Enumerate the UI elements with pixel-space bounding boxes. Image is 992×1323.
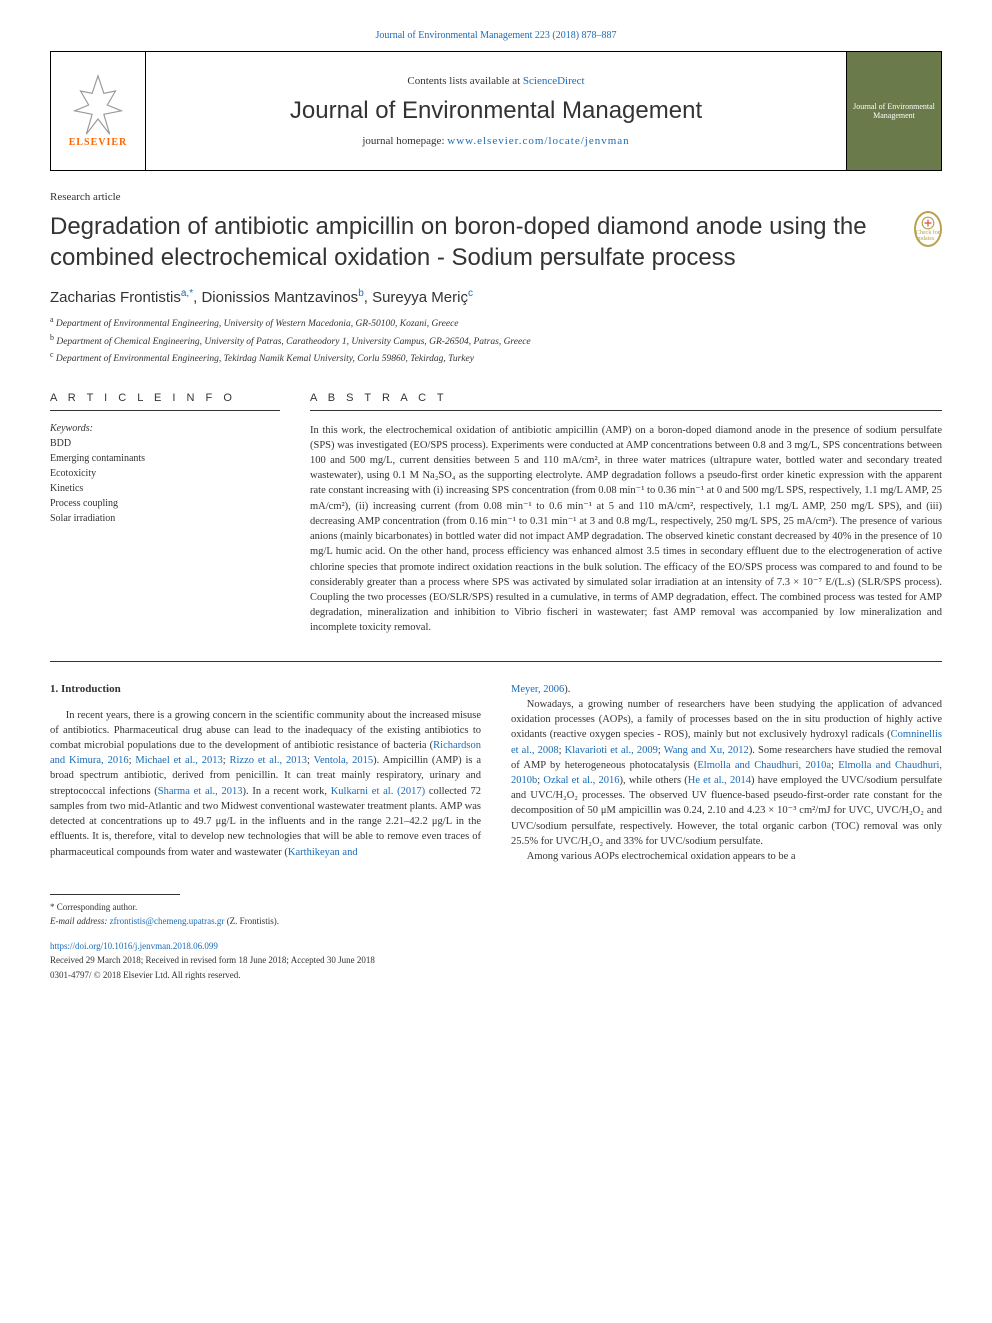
doi-block: https://doi.org/10.1016/j.jenvman.2018.0… [50, 940, 942, 983]
reference-citation[interactable]: Kulkarni et al. (2017) [331, 786, 425, 797]
email-link[interactable]: zfrontistis@chemeng.upatras.gr [110, 916, 225, 926]
body-columns: 1. Introduction In recent years, there i… [50, 682, 942, 865]
reference-citation[interactable]: Klavarioti et al., 2009 [565, 745, 658, 756]
abstract-text: In this work, the electrochemical oxidat… [310, 423, 942, 636]
keyword-item: Ecotoxicity [50, 466, 280, 481]
reference-citation[interactable]: Meyer, 2006 [511, 684, 564, 695]
homepage-line: journal homepage: www.elsevier.com/locat… [362, 135, 629, 147]
sciencedirect-link[interactable]: ScienceDirect [523, 75, 585, 87]
journal-header: ELSEVIER Contents lists available at Sci… [50, 51, 942, 171]
abstract-head: A B S T R A C T [310, 392, 942, 411]
affiliation-a: a Department of Environmental Engineerin… [50, 314, 942, 331]
keyword-item: Emerging contaminants [50, 451, 280, 466]
keywords-label: Keywords: [50, 423, 280, 434]
reference-citation[interactable]: Karthikeyan and [288, 847, 358, 858]
journal-cover-thumb: Journal of Environmental Management [846, 52, 941, 170]
separator [50, 661, 942, 662]
journal-citation: Journal of Environmental Management 223 … [50, 30, 942, 41]
author-1-aff: a,* [181, 288, 193, 299]
author-3-aff: c [468, 288, 473, 299]
reference-citation[interactable]: Sharma et al., 2013 [158, 786, 243, 797]
email-line: E-mail address: zfrontistis@chemeng.upat… [50, 915, 942, 929]
header-center: Contents lists available at ScienceDirec… [146, 52, 846, 170]
article-type: Research article [50, 191, 942, 203]
reference-citation[interactable]: Elmolla and Chaudhuri, 2010a [697, 760, 831, 771]
reference-citation[interactable]: Rizzo et al., 2013 [230, 755, 307, 766]
affiliations: a Department of Environmental Engineerin… [50, 314, 942, 366]
reference-citation[interactable]: He et al., 2014 [688, 775, 751, 786]
homepage-prefix: journal homepage: [362, 135, 447, 147]
contents-prefix: Contents lists available at [407, 75, 522, 87]
corresponding-author: * Corresponding author. [50, 901, 942, 915]
reference-citation[interactable]: Michael et al., 2013 [135, 755, 222, 766]
keyword-item: BDD [50, 436, 280, 451]
doi-link[interactable]: https://doi.org/10.1016/j.jenvman.2018.0… [50, 941, 218, 951]
keyword-item: Kinetics [50, 481, 280, 496]
keyword-item: Process coupling [50, 496, 280, 511]
affiliation-c: c Department of Environmental Engineerin… [50, 349, 942, 366]
footnote-rule [50, 894, 180, 895]
crossmark-badge[interactable]: Check for updates [914, 211, 942, 247]
elsevier-wordmark: ELSEVIER [69, 137, 128, 148]
section-heading-intro: 1. Introduction [50, 682, 481, 698]
keyword-item: Solar irradiation [50, 511, 280, 526]
author-1: Zacharias Frontistis [50, 289, 181, 306]
elsevier-logo-block: ELSEVIER [51, 52, 146, 170]
intro-para-left: In recent years, there is a growing conc… [50, 708, 481, 860]
received-line: Received 29 March 2018; Received in revi… [50, 954, 942, 968]
reference-citation[interactable]: Ozkal et al., 2016 [543, 775, 619, 786]
footnotes: * Corresponding author. E-mail address: … [50, 901, 942, 928]
contents-line: Contents lists available at ScienceDirec… [407, 75, 584, 87]
intro-para-right-1: Nowadays, a growing number of researcher… [511, 697, 942, 849]
article-title: Degradation of antibiotic ampicillin on … [50, 211, 894, 273]
reference-citation[interactable]: Ventola, 2015 [314, 755, 374, 766]
authors-line: Zacharias Frontistisa,*, Dionissios Mant… [50, 288, 942, 306]
intro-carryover: Meyer, 2006). [511, 682, 942, 697]
reference-citation[interactable]: Wang and Xu, 2012 [664, 745, 749, 756]
crossmark-label: Check for updates [916, 230, 940, 242]
homepage-link[interactable]: www.elsevier.com/locate/jenvman [447, 135, 629, 147]
left-column: 1. Introduction In recent years, there i… [50, 682, 481, 865]
right-column: Meyer, 2006). Nowadays, a growing number… [511, 682, 942, 865]
keywords-list: BDD Emerging contaminants Ecotoxicity Ki… [50, 436, 280, 526]
author-3: , Sureyya Meriç [364, 289, 468, 306]
article-info-block: A R T I C L E I N F O Keywords: BDD Emer… [50, 392, 280, 636]
article-info-head: A R T I C L E I N F O [50, 392, 280, 411]
elsevier-tree-icon [63, 75, 133, 135]
rights-line: 0301-4797/ © 2018 Elsevier Ltd. All righ… [50, 969, 942, 983]
journal-name: Journal of Environmental Management [290, 97, 702, 125]
affiliation-b: b Department of Chemical Engineering, Un… [50, 332, 942, 349]
abstract-block: A B S T R A C T In this work, the electr… [310, 392, 942, 636]
author-2: , Dionissios Mantzavinos [193, 289, 358, 306]
intro-para-right-2: Among various AOPs electrochemical oxida… [511, 849, 942, 864]
